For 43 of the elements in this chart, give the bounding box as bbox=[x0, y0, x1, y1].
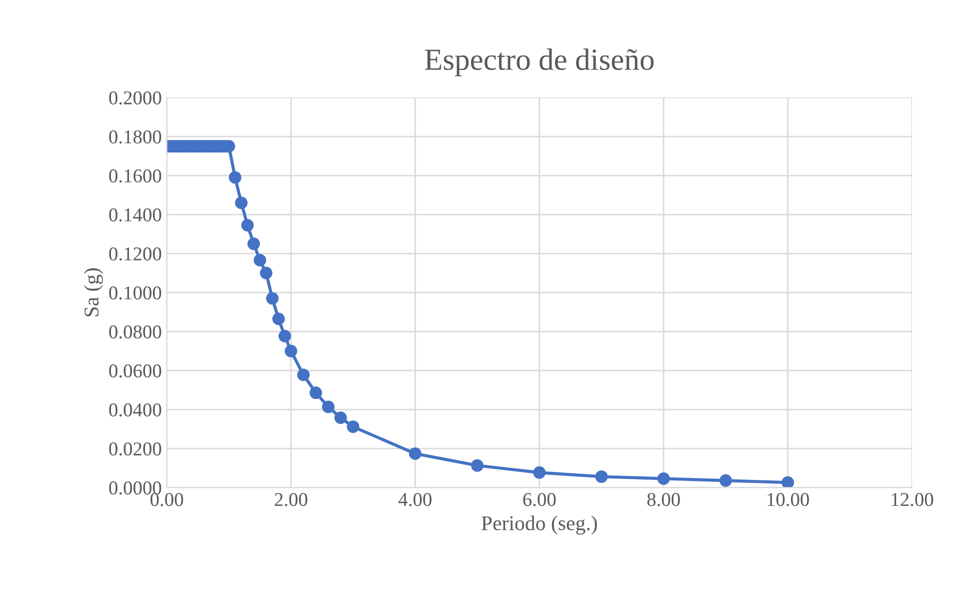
point bbox=[254, 254, 266, 266]
y-tick-label: 0.1800 bbox=[109, 130, 162, 144]
x-tick-label: 6.00 bbox=[523, 493, 556, 506]
point bbox=[471, 459, 484, 472]
y-tick-label: 0.0000 bbox=[109, 481, 162, 495]
point bbox=[266, 292, 279, 305]
chart-title: Espectro de diseño bbox=[424, 48, 654, 76]
point bbox=[595, 470, 608, 483]
y-tick-label: 0.0600 bbox=[109, 364, 162, 378]
point bbox=[272, 312, 285, 326]
x-tick-label: 10.00 bbox=[768, 493, 809, 506]
y-tick-label: 0.2000 bbox=[109, 91, 162, 105]
point bbox=[228, 171, 242, 184]
x-tick-label: 12.00 bbox=[892, 493, 934, 506]
x-tick-label: 8.00 bbox=[647, 493, 680, 506]
y-tick-label: 0.1000 bbox=[109, 286, 162, 300]
y-tick-label: 0.1600 bbox=[109, 169, 162, 183]
y-tick-label: 0.1200 bbox=[109, 247, 162, 261]
point bbox=[297, 368, 310, 382]
y-tick-label: 0.0800 bbox=[109, 325, 162, 339]
point bbox=[278, 330, 292, 342]
point bbox=[260, 266, 272, 280]
point bbox=[310, 386, 322, 400]
x-axis-title: Periodo (seg.) bbox=[482, 516, 597, 535]
point bbox=[235, 196, 248, 210]
point bbox=[408, 447, 422, 460]
point bbox=[334, 412, 347, 424]
y-tick-label: 0.1400 bbox=[109, 208, 162, 222]
point bbox=[284, 344, 298, 358]
x-tick-label: 2.00 bbox=[274, 493, 308, 506]
point bbox=[657, 472, 670, 485]
y-tick-label: 0.0400 bbox=[109, 403, 162, 417]
x-tick-label: 4.00 bbox=[398, 493, 432, 506]
point bbox=[346, 420, 360, 433]
point bbox=[322, 400, 334, 414]
point bbox=[247, 238, 260, 250]
point bbox=[533, 466, 546, 479]
point bbox=[719, 474, 732, 487]
point bbox=[782, 476, 794, 488]
y-tick-label: 0.0200 bbox=[109, 442, 162, 456]
y-axis-title: Sa (g) bbox=[84, 268, 103, 316]
x-tick-label: 0.00 bbox=[150, 493, 184, 506]
point bbox=[241, 219, 254, 232]
